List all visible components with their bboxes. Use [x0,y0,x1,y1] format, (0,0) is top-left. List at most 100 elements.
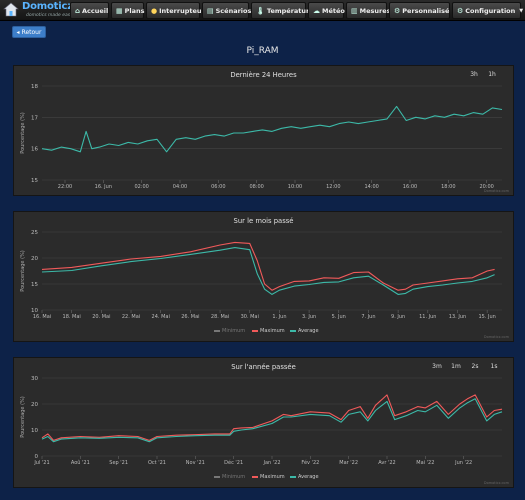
chart-title: Sur le mois passé [233,217,294,225]
x-tick-label: 22:00 [58,184,72,190]
nav-configuration[interactable]: ⚙ Configuration ▼ [452,2,524,19]
legend-minimum[interactable]: Minimum [214,328,245,334]
zoom-3h-button[interactable]: 3h [470,71,478,78]
chevron-left-icon: ◂ [16,28,20,36]
app-logo[interactable]: Domoticz domotics made easy [2,1,82,20]
chart-credit: Domoticz.com [483,481,509,485]
x-tick-label: Avr '22 [378,460,395,466]
chevron-down-icon: ▼ [519,7,524,14]
y-axis-label: Pourcentage (%) [20,396,26,438]
x-tick-label: 18:00 [441,184,455,190]
series-line-maximum[interactable] [41,241,495,291]
legend-minimum[interactable]: Minimum [214,474,245,480]
chart-month-svg: 10 15 20 25 Pourcentage (%) 16. Mai 18. Mai 20.… [20,230,502,320]
nav-scenarios[interactable]: ▤ Scénarios [202,2,251,19]
y-axis-label: Pourcentage (%) [20,250,26,292]
top-navbar: Domoticz domotics made easy ⌂ Accueil ▦ Pl… [0,0,525,21]
x-tick-label: 22. Mai [122,314,140,320]
x-tick-label: 9. Jun [391,314,405,320]
x-tick-label: Nov '21 [186,460,205,466]
zoom-3m-button[interactable]: 3m [432,363,442,370]
nav-accueil[interactable]: ⌂ Accueil [70,2,109,19]
chart-panel-24h: Dernière 24 Heures 3h 1h 15 16 17 18 Pourcen… [13,65,514,196]
chart-title: Dernière 24 Heures [230,71,297,79]
x-tick-label: Jun '22 [454,460,472,466]
x-tick-label: 16. Jun [95,184,112,190]
chart-credit: Domoticz.com [483,189,509,193]
bulb-icon: ● [151,6,158,15]
zoom-1m-button[interactable]: 1m [451,363,461,370]
y-tick-label: 16 [31,147,38,153]
y-tick-label: 20 [31,256,38,262]
x-tick-label: 12:00 [326,184,340,190]
x-tick-label: 02:00 [134,184,148,190]
x-tick-label: Jul '21 [33,460,49,466]
cloud-icon: ☁ [313,6,320,15]
y-tick-label: 10 [31,428,38,434]
back-button[interactable]: ◂ Retour [12,26,46,38]
y-tick-label: 18 [31,84,38,90]
x-tick-label: Aoû '21 [71,459,90,466]
legend-average[interactable]: Average [290,474,319,480]
legend-maximum[interactable]: Maximum [252,328,285,334]
x-tick-label: 20. Mai [92,314,110,320]
x-tick-label: 13. Jun [449,314,466,320]
x-tick-label: 11. Jun [419,314,436,320]
x-tick-label: 15. Jun [478,314,495,320]
x-tick-label: 20:00 [479,184,493,190]
nav-personnalise[interactable]: ⚙Personnalisé▼ [389,2,457,19]
legend-average[interactable]: Average [290,328,319,334]
gear-icon: ⚙ [394,6,401,15]
y-tick-label: 0 [35,454,39,460]
x-tick-label: 28. Mai [211,314,229,320]
x-tick-label: 24. Mai [152,314,170,320]
chart-24h-svg: 15 16 17 18 Pourcentage (%) 22:00 16. Jun 02:00… [20,84,503,190]
chart-title: Sur l'année passée [231,363,296,371]
x-tick-label: 3. Jun [302,314,316,320]
chart-credit: Domoticz.com [483,335,509,339]
x-tick-label: 7. Jun [361,314,375,320]
thermometer-icon: 🌡 [256,6,265,15]
series-line-maximum[interactable] [41,394,503,441]
x-tick-label: 04:00 [173,184,187,190]
series-line-average[interactable] [41,398,503,443]
x-tick-label: 16. Mai [33,314,51,320]
nav-temperature[interactable]: 🌡 Température [251,2,314,19]
nav-interrupteurs[interactable]: ● Interrupteurs [146,2,209,19]
chart-panel-year: Sur l'année passée 3m 1m 2s 1s 0 10 20 30 Po… [13,357,514,488]
x-tick-label: 10:00 [288,184,302,190]
legend-maximum[interactable]: Maximum [252,474,285,480]
zoom-1s-button[interactable]: 1s [490,363,498,370]
chart-year-svg: 0 10 20 30 Pourcentage (%) Jul '21 Aoû '21 Sep … [20,376,503,466]
x-tick-label: 1. Jun [272,314,286,320]
nav-mesures[interactable]: ▥ Mesures [346,2,390,19]
y-tick-label: 20 [31,402,38,408]
logo-text: Domoticz [22,1,73,12]
series-line-average[interactable] [41,247,495,295]
zoom-1h-button[interactable]: 1h [488,71,496,78]
zoom-2s-button[interactable]: 2s [471,363,479,370]
x-tick-label: Déc '21 [224,459,243,466]
x-tick-label: Fév '22 [301,459,319,466]
scenes-icon: ▤ [207,6,214,15]
x-tick-label: 14:00 [364,184,378,190]
series-line[interactable] [41,105,503,153]
x-tick-label: Sep '21 [109,460,128,466]
x-tick-label: 5. Jun [332,314,346,320]
y-tick-label: 15 [31,178,38,184]
home-icon: ⌂ [75,6,81,15]
x-tick-label: Jan '22 [262,460,280,466]
x-tick-label: Mar '22 [339,460,358,466]
grid-icon: ▦ [116,6,123,15]
nav-meteo[interactable]: ☁ Météo [308,2,345,19]
x-tick-label: 30. Mai [241,314,259,320]
y-tick-label: 25 [31,230,38,236]
nav-plans[interactable]: ▦ Plans [111,2,145,19]
meter-icon: ▥ [351,6,358,15]
x-tick-label: 18. Mai [63,314,81,320]
y-tick-label: 10 [31,308,38,314]
x-tick-label: Oct '21 [148,460,166,466]
logo-subtitle: domotics made easy [26,13,73,18]
x-tick-label: 08:00 [249,184,263,190]
x-tick-label: Mai '22 [416,460,434,466]
